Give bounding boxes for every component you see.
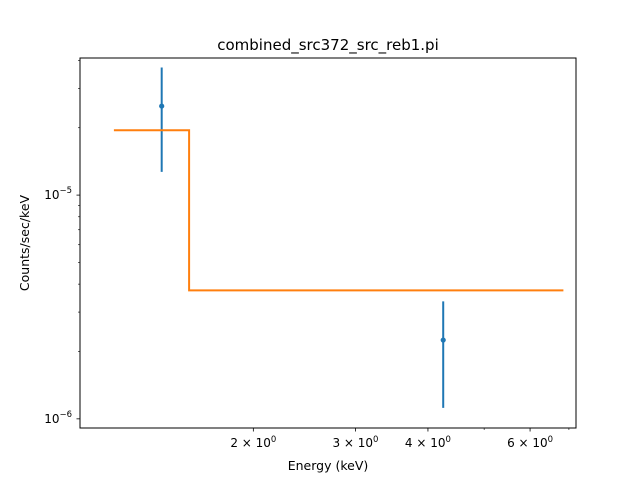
x-tick-label: 2 × 100 (230, 435, 276, 450)
y-tick-label: 10−5 (44, 186, 72, 202)
data-point (159, 103, 165, 109)
axis-ticks: 2 × 100 3 × 100 4 × 100 6 × 100 10−5 10−6 (44, 60, 570, 450)
plot-marks (113, 67, 564, 408)
plot-frame (79, 57, 577, 429)
x-tick-label: 6 × 100 (507, 435, 553, 450)
chart-title: combined_src372_src_reb1.pi (217, 36, 439, 55)
x-axis-label: Energy (keV) (288, 458, 369, 473)
model-step-line (113, 129, 564, 292)
y-axis-label: Counts/sec/keV (17, 194, 32, 291)
x-tick-label: 3 × 100 (332, 435, 378, 450)
x-tick-label: 4 × 100 (405, 435, 451, 450)
y-tick-label: 10−6 (44, 410, 72, 426)
data-point (440, 337, 446, 343)
